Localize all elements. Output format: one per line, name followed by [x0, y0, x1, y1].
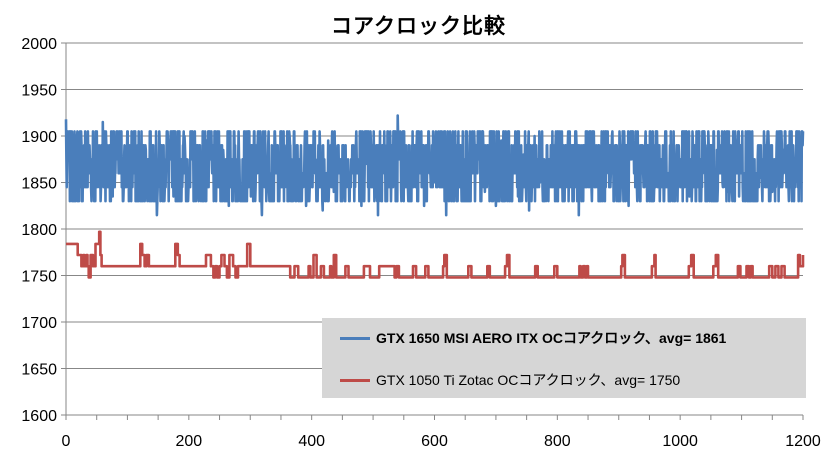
- legend-swatch-red: [340, 378, 370, 382]
- y-tick-label: 1900: [21, 129, 57, 146]
- y-tick-label: 1600: [21, 408, 57, 425]
- series-line-gtx1650: [64, 114, 805, 217]
- legend-label-gtx1650: GTX 1650 MSI AERO ITX OCコアクロック、avg= 1861: [376, 330, 727, 346]
- y-tick-label: 2000: [21, 36, 57, 53]
- y-tick-label: 1650: [21, 362, 57, 379]
- legend-label-gtx1050ti: GTX 1050 Ti Zotac OCコアクロック、avg= 1750: [376, 372, 681, 388]
- chart-title: コアクロック比較: [331, 15, 506, 38]
- legend-item-gtx1650: GTX 1650 MSI AERO ITX OCコアクロック、avg= 1861: [340, 328, 726, 348]
- x-tick-label: 0: [62, 433, 71, 450]
- x-tick-label: 1000: [662, 433, 698, 450]
- y-tick-label: 1950: [21, 83, 57, 100]
- legend-item-gtx1050ti: GTX 1050 Ti Zotac OCコアクロック、avg= 1750: [340, 370, 680, 390]
- series-line-gtx1050ti: [66, 230, 805, 279]
- x-tick-label: 400: [298, 433, 325, 450]
- x-tick-label: 1200: [785, 433, 821, 450]
- y-tick-label: 1700: [21, 315, 57, 332]
- x-tick-label: 200: [175, 433, 202, 450]
- chart-legend: GTX 1650 MSI AERO ITX OCコアクロック、avg= 1861…: [322, 318, 806, 398]
- y-tick-label: 1750: [21, 269, 57, 286]
- x-tick-label: 800: [544, 433, 571, 450]
- legend-swatch-blue: [340, 336, 370, 340]
- y-tick-label: 1800: [21, 222, 57, 239]
- x-tick-label: 600: [421, 433, 448, 450]
- y-tick-label: 1850: [21, 176, 57, 193]
